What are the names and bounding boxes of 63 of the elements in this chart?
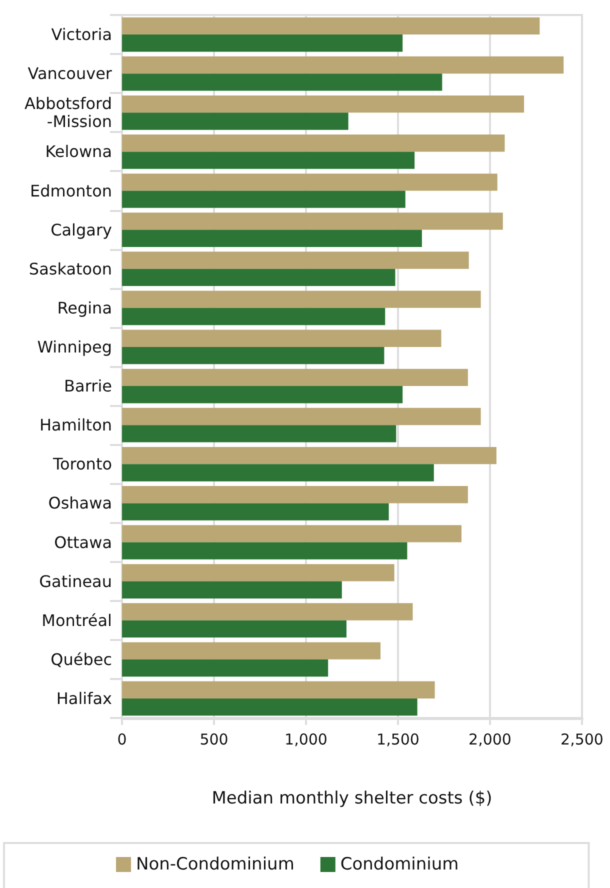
bar xyxy=(122,112,348,130)
y-tick-label: Gatineau xyxy=(39,572,112,591)
y-tick-label: Kelowna xyxy=(45,142,112,162)
bar xyxy=(122,564,394,582)
bar xyxy=(122,34,403,52)
bar xyxy=(122,386,403,404)
x-tick-label: 500 xyxy=(200,730,228,748)
bar xyxy=(122,642,381,660)
y-tick-label: Québec xyxy=(50,650,112,669)
bar xyxy=(122,368,468,386)
bar xyxy=(122,503,389,520)
y-tick-label: Hamilton xyxy=(39,416,112,435)
legend-label: Non-Condominium xyxy=(136,854,294,874)
bar xyxy=(122,486,468,504)
bar xyxy=(122,17,540,35)
bar xyxy=(122,464,434,482)
x-tick-label: 1,500 xyxy=(376,730,420,748)
y-tick-label: Ottawa xyxy=(54,532,112,552)
bar xyxy=(122,134,505,152)
legend-label: Condominium xyxy=(340,854,459,874)
bar xyxy=(122,525,462,542)
bar xyxy=(122,174,498,191)
bar xyxy=(122,330,442,347)
bar xyxy=(122,252,469,269)
bar xyxy=(122,681,435,698)
bar xyxy=(122,152,415,169)
bar xyxy=(122,308,386,326)
bar xyxy=(122,581,342,598)
y-tick-label: Toronto xyxy=(52,454,112,474)
bar xyxy=(122,230,422,247)
y-tick-label: Victoria xyxy=(51,25,112,44)
y-tick-label: Saskatoon xyxy=(28,259,112,278)
y-tick-label: Calgary xyxy=(50,220,112,240)
bar xyxy=(122,268,396,286)
bar xyxy=(122,346,384,364)
y-tick-label: Winnipeg xyxy=(37,337,112,356)
x-tick-label: 0 xyxy=(117,730,127,748)
x-axis-title: Median monthly shelter costs ($) xyxy=(212,788,492,808)
y-tick-label: Halifax xyxy=(56,688,112,708)
x-tick-label: 2,000 xyxy=(468,730,512,748)
bar xyxy=(122,74,442,91)
y-tick-label: Barrie xyxy=(64,376,112,396)
y-tick-label: Edmonton xyxy=(30,181,112,200)
bar xyxy=(122,408,481,426)
bar xyxy=(122,212,503,230)
y-tick-label: Oshawa xyxy=(48,494,112,513)
x-tick-label: 2,500 xyxy=(560,730,604,748)
bar xyxy=(122,698,418,716)
bar xyxy=(122,95,524,113)
y-tick-label: Montréal xyxy=(42,610,112,630)
bar xyxy=(122,425,396,442)
y-tick-label: Vancouver xyxy=(28,64,112,84)
bar xyxy=(122,56,564,74)
bar xyxy=(122,659,328,677)
bar xyxy=(122,620,346,638)
bar xyxy=(122,190,406,208)
bar xyxy=(122,542,408,560)
y-tick-label: Abbotsford-Mission xyxy=(24,94,112,132)
bar xyxy=(122,290,481,308)
bar xyxy=(122,603,413,620)
y-tick-label: Regina xyxy=(57,298,112,318)
bar xyxy=(122,446,496,464)
x-tick-label: 1,000 xyxy=(284,730,328,748)
